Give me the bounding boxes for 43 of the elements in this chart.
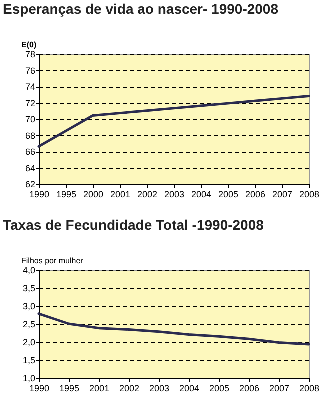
y-tick-label: 74 [25, 82, 36, 92]
chart-title: Taxas de Fecundidade Total -1990-2008 [3, 217, 264, 233]
y-tick-label: 66 [25, 147, 36, 157]
y-axis-title: E(0) [22, 40, 37, 50]
x-tick-label: 2008 [299, 190, 320, 200]
x-tick-label: 2001 [89, 384, 110, 394]
y-tick-label: 76 [25, 66, 36, 76]
y-tick-label: 2,5 [22, 320, 36, 330]
x-tick-label: 2001 [110, 190, 131, 200]
y-tick-label: 1,5 [22, 356, 36, 366]
x-tick-label: 1990 [29, 384, 50, 394]
x-tick-label: 2004 [191, 190, 212, 200]
y-tick-label: 1,0 [22, 374, 36, 384]
x-tick-label: 1990 [29, 190, 50, 200]
line-series [38, 312, 310, 346]
x-tick-label: 2006 [239, 384, 260, 394]
y-tick-label: 3,0 [22, 302, 36, 312]
x-tick-label: 2007 [269, 384, 290, 394]
y-tick-label: 72 [25, 98, 36, 108]
x-tick-label: 2000 [83, 190, 104, 200]
y-tick-label: 62 [25, 180, 36, 190]
y-tick-label: 64 [25, 163, 36, 174]
x-tick-label: 2005 [209, 384, 230, 394]
y-axis-title: Filhos por mulher [22, 256, 84, 266]
y-tick-label: 68 [25, 130, 36, 141]
x-tick-label: 2007 [272, 190, 293, 200]
x-tick-label: 2004 [179, 384, 200, 394]
y-tick-label: 2,0 [22, 338, 36, 348]
x-tick-label: 1995 [56, 190, 77, 200]
x-tick-label: 2003 [164, 190, 185, 200]
y-tick-label: 3,5 [22, 284, 36, 294]
y-tick-label: 78 [25, 50, 36, 60]
x-tick-label: 2008 [299, 384, 320, 394]
y-tick-label: 4,0 [22, 266, 36, 276]
x-tick-label: 1995 [59, 384, 80, 394]
line-series [38, 95, 310, 148]
y-tick-label: 70 [25, 114, 36, 124]
x-tick-label: 2006 [245, 190, 266, 200]
x-tick-label: 2002 [137, 190, 158, 200]
x-tick-label: 2003 [149, 384, 170, 394]
chart-title: Esperanças de vida ao nascer- 1990-2008 [3, 1, 279, 17]
x-tick-label: 2005 [218, 190, 239, 200]
x-tick-label: 2002 [119, 384, 140, 394]
